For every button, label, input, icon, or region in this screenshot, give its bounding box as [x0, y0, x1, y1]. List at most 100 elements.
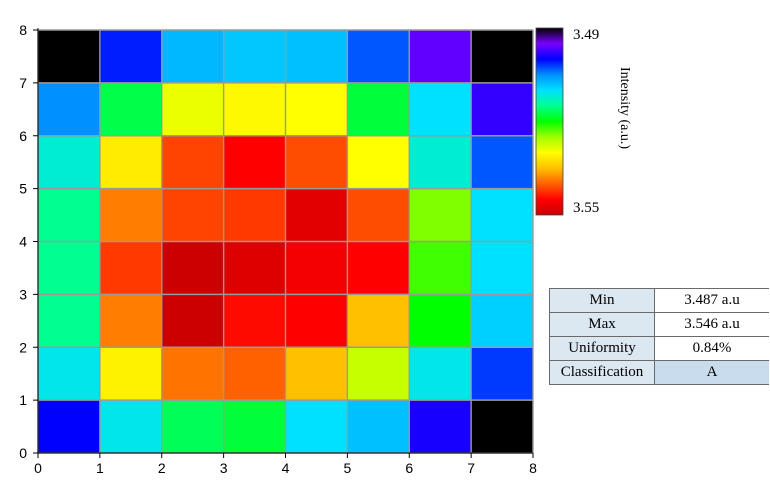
colorbar-bottom-label: 3.55 [573, 200, 599, 216]
heatmap-cell [409, 135, 472, 189]
heatmap-cell [409, 347, 472, 401]
x-tick-label: 7 [467, 460, 475, 476]
colorbar: 3.49 3.55 Intensity (a.u.) [535, 27, 632, 216]
heatmap-cell [285, 294, 348, 348]
heatmap-cell [409, 82, 472, 136]
heatmap-cell [285, 400, 348, 453]
heatmap-cell [347, 30, 410, 83]
heatmap-cell [161, 347, 224, 401]
colorbar-gradient [535, 27, 564, 216]
heatmap-cell [285, 30, 348, 83]
heatmap-cell [38, 241, 100, 295]
heatmap-cell [161, 400, 224, 453]
x-tick-label: 2 [158, 460, 166, 476]
heatmap-cell [347, 188, 410, 242]
y-tick-label: 4 [19, 234, 27, 250]
heatmap-cell [223, 241, 286, 295]
heatmap-cell [471, 188, 533, 242]
heatmap-cell [38, 188, 100, 242]
heatmap-cell [471, 82, 533, 136]
heatmap-cell [347, 135, 410, 189]
heatmap-cell [471, 30, 533, 83]
heatmap-cell [409, 30, 472, 83]
x-tick-label: 1 [96, 460, 104, 476]
heatmap-cell [99, 347, 162, 401]
x-tick-label: 3 [220, 460, 228, 476]
heatmap-cell [409, 188, 472, 242]
y-tick-label: 7 [19, 75, 27, 91]
heatmap-cell [38, 30, 100, 83]
stats-value: 3.546 a.u [654, 312, 769, 337]
y-tick-label: 0 [19, 445, 27, 461]
heatmap-cell [285, 347, 348, 401]
heatmap-cell [99, 241, 162, 295]
stats-value: A [654, 360, 769, 385]
heatmap-cell [285, 135, 348, 189]
heatmap-cell [161, 188, 224, 242]
heatmap-cell [471, 135, 533, 189]
heatmap-cell [409, 241, 472, 295]
heatmap-cell [471, 241, 533, 295]
heatmap-cell [99, 30, 162, 83]
heatmap-cell [161, 135, 224, 189]
heatmap-cell [161, 294, 224, 348]
y-tick-label: 8 [19, 22, 27, 38]
stats-value: 3.487 a.u [654, 288, 769, 313]
heatmap-cell [38, 294, 100, 348]
heatmap-cell [161, 241, 224, 295]
heatmap-cell [223, 347, 286, 401]
x-tick-label: 4 [282, 460, 290, 476]
heatmap-cell [99, 400, 162, 453]
stats-label: Max [549, 312, 655, 337]
heatmap-cell [99, 188, 162, 242]
stats-label: Classification [549, 360, 655, 385]
heatmap-cell [223, 294, 286, 348]
heatmap-cell [99, 135, 162, 189]
x-tick-label: 0 [34, 460, 42, 476]
heatmap-cell [223, 135, 286, 189]
heatmap-cell [161, 82, 224, 136]
stats-label: Uniformity [549, 336, 655, 361]
heatmap-cell [471, 294, 533, 348]
heatmap-cell [223, 30, 286, 83]
heatmap-cell [38, 347, 100, 401]
heatmap-cell [347, 400, 410, 453]
heatmap-cell [99, 294, 162, 348]
stats-row-max: Max 3.546 a.u [549, 312, 769, 337]
colorbar-title: Intensity (a.u.) [617, 67, 632, 149]
heatmap-cell [409, 400, 472, 453]
y-tick-label: 2 [19, 339, 27, 355]
heatmap-cell [38, 400, 100, 453]
stats-label: Min [549, 288, 655, 313]
heatmap-cell [285, 82, 348, 136]
heatmap-cell [223, 400, 286, 453]
heatmap-cell [347, 241, 410, 295]
heatmap-cell [38, 82, 100, 136]
heatmap-cell [285, 188, 348, 242]
colorbar-top-label: 3.49 [573, 27, 599, 43]
x-tick-label: 5 [343, 460, 351, 476]
heatmap-cell [347, 294, 410, 348]
heatmap-cell [161, 30, 224, 83]
stats-row-min: Min 3.487 a.u [549, 288, 769, 313]
x-tick-label: 8 [529, 460, 537, 476]
heatmap-cell [223, 188, 286, 242]
heatmap-cell [347, 82, 410, 136]
y-tick-label: 3 [19, 286, 27, 302]
y-tick-label: 5 [19, 181, 27, 197]
stats-row-classification: Classification A [549, 360, 769, 385]
heatmap-cell [99, 82, 162, 136]
y-tick-label: 6 [19, 128, 27, 144]
y-tick-label: 1 [19, 392, 27, 408]
heatmap-cell [471, 400, 533, 453]
heatmap-cell [223, 82, 286, 136]
stats-row-uniformity: Uniformity 0.84% [549, 336, 769, 361]
heatmap-cell [409, 294, 472, 348]
heatmap-cells [38, 30, 533, 453]
x-tick-label: 6 [405, 460, 413, 476]
stats-value: 0.84% [654, 336, 769, 361]
heatmap-cell [285, 241, 348, 295]
heatmap-cell [38, 135, 100, 189]
heatmap-cell [347, 347, 410, 401]
